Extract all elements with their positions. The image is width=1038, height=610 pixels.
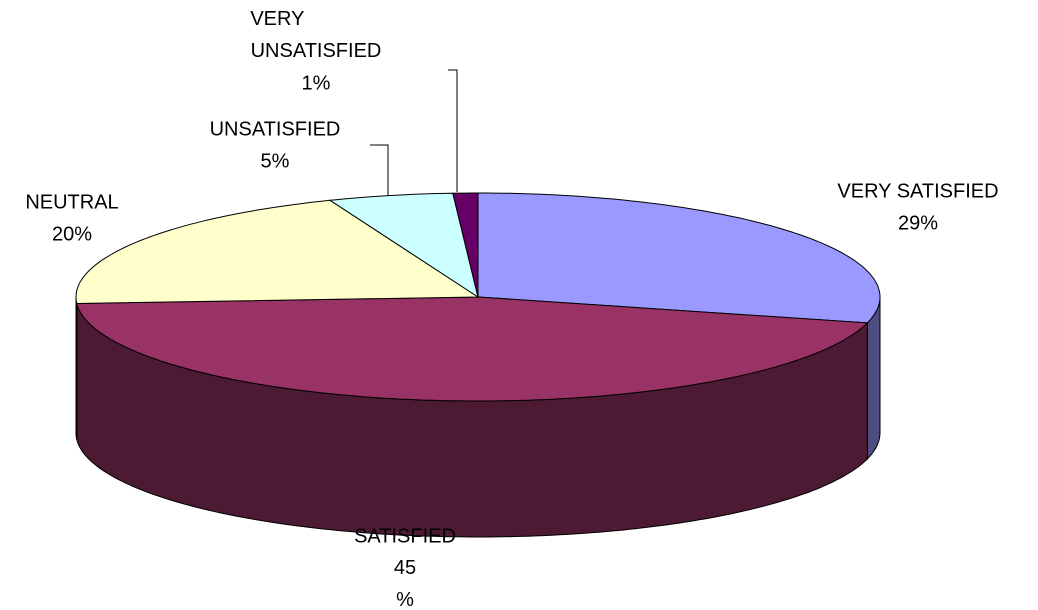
slice	[328, 192, 479, 299]
value-label: 5%	[261, 150, 290, 172]
value-label: 20%	[52, 223, 92, 245]
slice-side	[75, 297, 78, 440]
slice-label: NEUTRAL	[25, 191, 118, 213]
value-label: 29%	[898, 212, 938, 234]
leader-line	[370, 144, 389, 196]
slice-label: VERY UNSATISFIED	[250, 8, 381, 62]
value-label: 1%	[302, 72, 331, 94]
leader-line	[448, 69, 458, 192]
slice	[75, 199, 480, 305]
slice-label: UNSATISFIED	[210, 118, 341, 140]
label-line: %	[396, 589, 414, 610]
label-line: VERY	[250, 8, 309, 30]
slice-label: SATISFIED	[354, 525, 456, 547]
slice-label: VERY SATISFIED	[837, 180, 998, 202]
value-label: 45%	[394, 557, 416, 610]
slice	[452, 192, 479, 298]
slice	[76, 296, 869, 402]
slice	[477, 192, 881, 324]
label-line: 45	[394, 557, 416, 579]
label-line: UNSATISFIED	[251, 40, 382, 62]
